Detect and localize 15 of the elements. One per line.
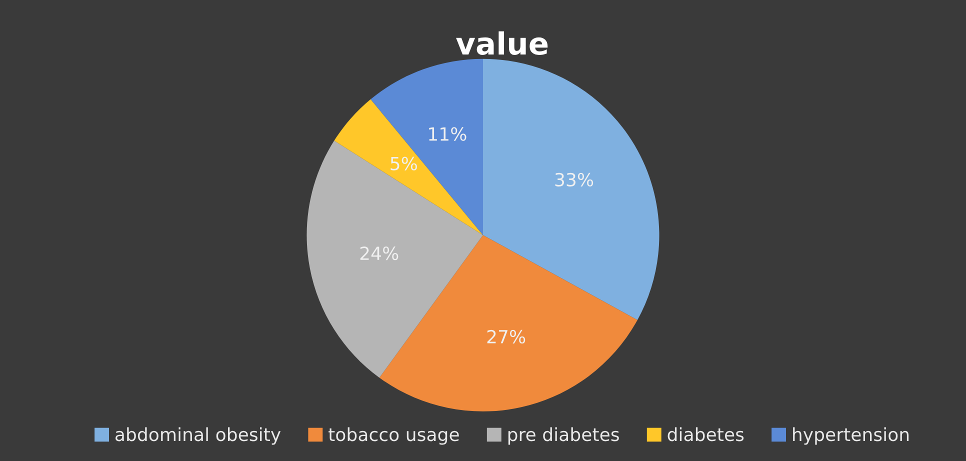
data-label: 11%	[429, 127, 466, 141]
pie-slice	[306, 140, 483, 378]
data-label: 33%	[555, 172, 594, 187]
data-label: 5%	[390, 156, 417, 170]
pie-slice	[334, 99, 483, 236]
legend-label: pre diabetes	[508, 427, 619, 445]
pie-slice	[483, 58, 660, 320]
pie-slice	[370, 58, 483, 236]
data-label: 24%	[360, 246, 398, 260]
legend-label: diabetes	[668, 427, 744, 442]
legend-label: hypertension	[793, 427, 909, 445]
data-label: 27%	[487, 330, 526, 344]
legend-label: abdominal obesity	[115, 427, 281, 445]
legend-label: tobacco usage	[328, 427, 459, 445]
chart-title: value	[456, 31, 548, 55]
